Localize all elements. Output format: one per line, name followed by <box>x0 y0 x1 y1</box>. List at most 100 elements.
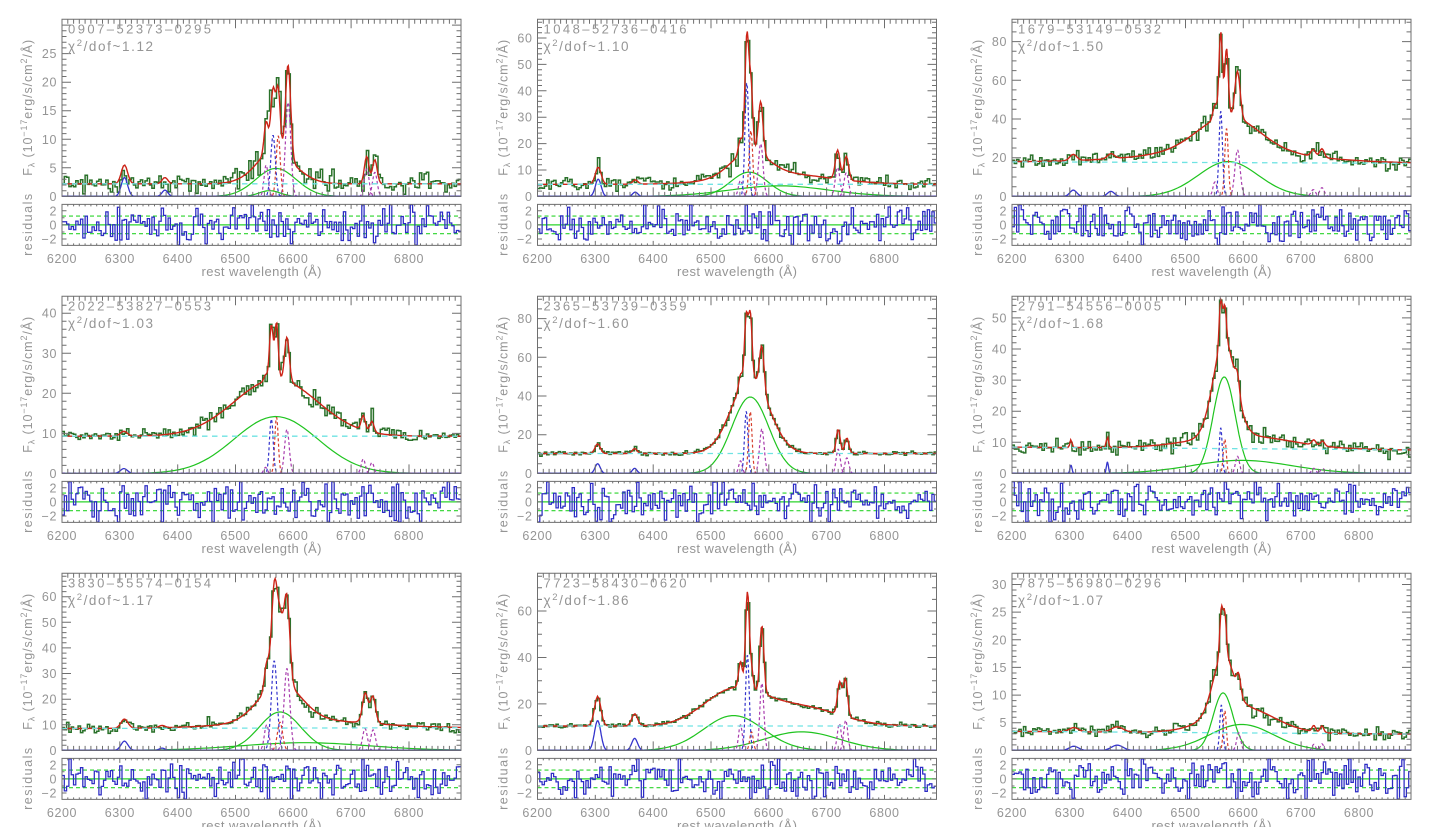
svg-text:6700: 6700 <box>1286 252 1316 266</box>
svg-text:0: 0 <box>49 190 57 204</box>
svg-text:6600: 6600 <box>754 806 784 820</box>
svg-text:6600: 6600 <box>754 529 784 543</box>
svg-text:6800: 6800 <box>869 529 899 543</box>
svg-text:−2: −2 <box>517 787 532 801</box>
svg-text:0: 0 <box>999 744 1007 758</box>
svg-text:6200: 6200 <box>997 806 1027 820</box>
svg-text:0: 0 <box>525 218 533 232</box>
svg-text:2: 2 <box>525 481 533 495</box>
svg-text:6300: 6300 <box>105 252 135 266</box>
svg-text:6800: 6800 <box>394 529 424 543</box>
svg-text:6300: 6300 <box>1055 529 1085 543</box>
svg-text:40: 40 <box>992 343 1007 357</box>
svg-text:0: 0 <box>525 772 533 786</box>
svg-text:40: 40 <box>517 390 532 404</box>
svg-text:6200: 6200 <box>522 529 552 543</box>
svg-text:20: 20 <box>42 76 57 90</box>
svg-text:6400: 6400 <box>638 252 668 266</box>
svg-text:80: 80 <box>517 312 532 326</box>
svg-text:2022–53827–0553: 2022–53827–0553 <box>68 299 211 314</box>
svg-text:Fλ (10−17erg/s/cm2/Å): Fλ (10−17erg/s/cm2/Å) <box>969 40 987 176</box>
svg-text:2365–53739–0359: 2365–53739–0359 <box>544 299 687 314</box>
svg-text:2: 2 <box>999 758 1007 772</box>
svg-text:χ2/dof~1.86: χ2/dof~1.86 <box>544 592 631 608</box>
svg-text:Fλ (10−17erg/s/cm2/Å): Fλ (10−17erg/s/cm2/Å) <box>969 594 987 730</box>
svg-text:10: 10 <box>992 689 1007 703</box>
svg-text:6500: 6500 <box>220 529 250 543</box>
svg-text:−2: −2 <box>42 510 57 524</box>
svg-text:6600: 6600 <box>1228 252 1258 266</box>
svg-text:30: 30 <box>992 374 1007 388</box>
svg-text:6400: 6400 <box>638 806 668 820</box>
svg-text:Fλ (10−17erg/s/cm2/Å): Fλ (10−17erg/s/cm2/Å) <box>969 317 987 453</box>
svg-text:0: 0 <box>999 218 1007 232</box>
svg-text:rest wavelength (Å): rest wavelength (Å) <box>202 541 322 556</box>
svg-text:0: 0 <box>525 467 533 481</box>
svg-text:residuals: residuals <box>497 194 511 256</box>
svg-text:7723–58430–0620: 7723–58430–0620 <box>544 576 687 591</box>
svg-text:6400: 6400 <box>163 806 193 820</box>
svg-text:7875–56980–0296: 7875–56980–0296 <box>1018 576 1161 591</box>
svg-text:residuals: residuals <box>21 471 35 533</box>
svg-text:6200: 6200 <box>47 529 77 543</box>
svg-text:χ2/dof~1.50: χ2/dof~1.50 <box>1018 38 1105 54</box>
svg-text:20: 20 <box>517 137 532 151</box>
svg-text:Fλ (10−17erg/s/cm2/Å): Fλ (10−17erg/s/cm2/Å) <box>495 317 513 453</box>
svg-text:2791–54556–0005: 2791–54556–0005 <box>1018 299 1161 314</box>
svg-text:10: 10 <box>42 718 57 732</box>
svg-text:40: 40 <box>517 651 532 665</box>
svg-text:6300: 6300 <box>105 806 135 820</box>
svg-text:2: 2 <box>999 481 1007 495</box>
svg-text:χ2/dof~1.68: χ2/dof~1.68 <box>1018 315 1105 331</box>
svg-text:6400: 6400 <box>1113 252 1143 266</box>
svg-text:6500: 6500 <box>696 252 726 266</box>
svg-text:15: 15 <box>992 661 1007 675</box>
svg-text:40: 40 <box>42 641 57 655</box>
svg-text:2: 2 <box>525 758 533 772</box>
svg-text:0: 0 <box>49 772 57 786</box>
svg-text:25: 25 <box>992 606 1007 620</box>
svg-text:residuals: residuals <box>971 748 985 810</box>
svg-text:15: 15 <box>42 104 57 118</box>
svg-text:−2: −2 <box>992 787 1007 801</box>
svg-text:Fλ (10−17erg/s/cm2/Å): Fλ (10−17erg/s/cm2/Å) <box>19 594 37 730</box>
svg-text:6600: 6600 <box>1228 529 1258 543</box>
svg-text:30: 30 <box>517 111 532 125</box>
svg-text:6700: 6700 <box>811 252 841 266</box>
svg-text:6800: 6800 <box>1344 806 1374 820</box>
svg-text:10: 10 <box>517 164 532 178</box>
svg-text:6200: 6200 <box>997 252 1027 266</box>
svg-text:6200: 6200 <box>522 806 552 820</box>
svg-text:0: 0 <box>49 467 57 481</box>
svg-text:0: 0 <box>525 744 533 758</box>
svg-text:25: 25 <box>42 47 57 61</box>
svg-text:50: 50 <box>992 311 1007 325</box>
svg-text:6600: 6600 <box>754 252 784 266</box>
svg-text:6700: 6700 <box>1286 529 1316 543</box>
svg-text:6400: 6400 <box>163 529 193 543</box>
svg-text:6400: 6400 <box>1113 529 1143 543</box>
svg-text:20: 20 <box>992 405 1007 419</box>
svg-text:residuals: residuals <box>497 748 511 810</box>
svg-text:0: 0 <box>999 467 1007 481</box>
svg-text:40: 40 <box>517 84 532 98</box>
svg-text:6300: 6300 <box>1055 252 1085 266</box>
svg-text:6300: 6300 <box>105 529 135 543</box>
svg-text:6700: 6700 <box>811 806 841 820</box>
svg-text:6800: 6800 <box>1344 252 1374 266</box>
svg-text:6500: 6500 <box>696 806 726 820</box>
svg-text:6300: 6300 <box>580 252 610 266</box>
svg-text:6800: 6800 <box>394 806 424 820</box>
svg-text:0: 0 <box>49 495 57 509</box>
svg-text:6500: 6500 <box>1170 806 1200 820</box>
svg-text:6600: 6600 <box>278 806 308 820</box>
svg-text:2: 2 <box>999 204 1007 218</box>
svg-text:50: 50 <box>517 58 532 72</box>
svg-text:20: 20 <box>517 428 532 442</box>
svg-text:30: 30 <box>42 347 57 361</box>
svg-text:χ2/dof~1.03: χ2/dof~1.03 <box>68 315 155 331</box>
svg-text:−2: −2 <box>42 233 57 247</box>
svg-text:6500: 6500 <box>1170 529 1200 543</box>
svg-text:6500: 6500 <box>696 529 726 543</box>
svg-text:6400: 6400 <box>638 529 668 543</box>
